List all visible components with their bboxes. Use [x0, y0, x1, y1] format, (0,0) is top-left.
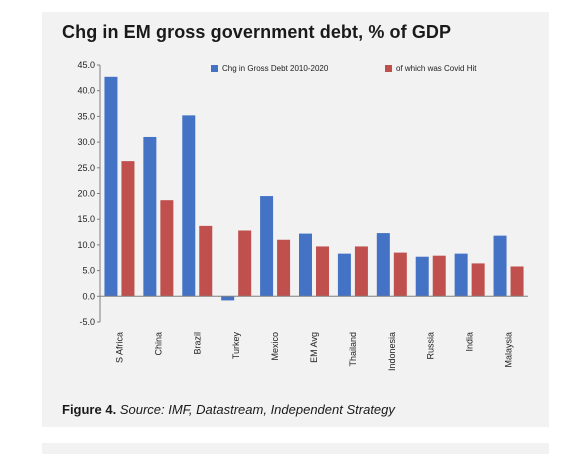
bar-gross-debt-3 [221, 296, 235, 301]
y-tick-label: 20.0 [77, 189, 95, 199]
x-category-label: China [153, 332, 163, 356]
bar-covid-hit-8 [432, 255, 446, 297]
bar-covid-hit-5 [316, 246, 329, 297]
bar-gross-debt-10 [493, 235, 507, 297]
y-tick-label: 35.0 [77, 111, 95, 121]
bar-gross-debt-2 [182, 115, 196, 297]
bar-covid-hit-0 [121, 161, 135, 297]
x-category-label: Mexico [270, 332, 280, 361]
bar-covid-hit-1 [160, 200, 174, 297]
x-category-label: Indonesia [387, 332, 397, 371]
bar-gross-debt-9 [454, 253, 468, 297]
bar-covid-hit-10 [510, 266, 524, 297]
y-tick-label: -5.0 [79, 317, 95, 327]
legend-label-1: of which was Covid Hit [396, 64, 477, 73]
x-category-label: Russia [426, 332, 436, 360]
figure-caption: Figure 4. Source: IMF, Datastream, Indep… [62, 402, 395, 417]
y-tick-label: 0.0 [82, 291, 95, 301]
chart-title: Chg in EM gross government debt, % of GD… [62, 22, 452, 42]
x-axis: S Africa China Brazil Turkey Mexico EM Avg Tha… [100, 295, 528, 371]
x-category-label: Thailand [348, 332, 358, 367]
x-category-label: Brazil [192, 332, 202, 355]
bar-gross-debt-8 [415, 256, 429, 297]
bar-covid-hit-6 [354, 246, 368, 297]
x-category-label: EM Avg [309, 332, 319, 363]
y-tick-label: 25.0 [77, 163, 95, 173]
bar-covid-hit-9 [471, 263, 485, 297]
bar-gross-debt-0 [104, 76, 118, 297]
y-tick-label: 5.0 [82, 266, 95, 276]
figure-source: Source: IMF, Datastream, Independent Str… [119, 402, 395, 417]
figure-label: Figure 4. [62, 402, 117, 417]
bar-gross-debt-5 [299, 233, 312, 297]
y-tick-label: 10.0 [77, 240, 95, 250]
bar-gross-debt-4 [260, 196, 274, 297]
bar-gross-debt-7 [376, 233, 390, 297]
legend-swatch-1 [385, 65, 392, 72]
y-tick-label: 30.0 [77, 137, 95, 147]
x-category-label: Malaysia [504, 332, 514, 368]
x-category-label: S Africa [114, 332, 124, 363]
y-tick-label: 15.0 [77, 214, 95, 224]
bar-gross-debt-6 [337, 253, 351, 297]
y-tick-label: 40.0 [77, 86, 95, 96]
bar-covid-hit-2 [199, 225, 213, 297]
legend: Chg in Gross Debt 2010-2020 of which was … [211, 64, 477, 73]
x-category-label: India [465, 332, 475, 352]
legend-label-0: Chg in Gross Debt 2010-2020 [222, 64, 329, 73]
bars [104, 76, 524, 301]
bar-covid-hit-4 [277, 239, 291, 297]
bar-covid-hit-3 [238, 230, 252, 297]
legend-swatch-0 [211, 65, 218, 72]
bar-gross-debt-1 [143, 136, 157, 297]
y-axis: 45.0 40.0 35.0 30.0 25.0 20.0 15.0 10.0 5.0 0.0 -5… [77, 60, 101, 327]
y-tick-label: 45.0 [77, 60, 95, 70]
next-panel-edge [42, 443, 549, 454]
bar-covid-hit-7 [393, 252, 407, 297]
x-category-label: Turkey [231, 332, 241, 360]
